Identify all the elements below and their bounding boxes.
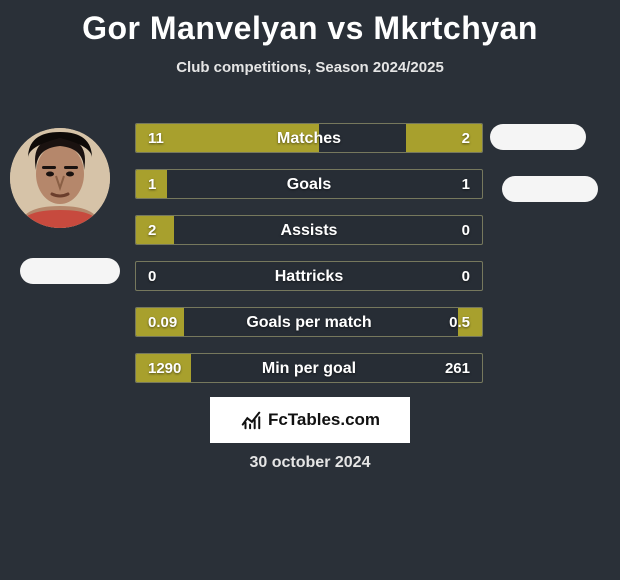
- date-label: 30 october 2024: [0, 454, 620, 472]
- stat-label: Goals: [136, 170, 482, 199]
- stat-label: Goals per match: [136, 308, 482, 337]
- subtitle: Club competitions, Season 2024/2025: [0, 59, 620, 76]
- stat-label: Assists: [136, 216, 482, 245]
- player-left-name-badge: [20, 258, 120, 284]
- fctables-logo[interactable]: FcTables.com: [210, 397, 410, 443]
- stat-right-value: 261: [445, 354, 470, 383]
- stats-table: 11Matches21Goals12Assists00Hattricks00.0…: [135, 123, 483, 399]
- stat-row: 0.09Goals per match0.5: [135, 307, 483, 337]
- stat-row: 1290Min per goal261: [135, 353, 483, 383]
- stat-right-value: 0: [462, 216, 470, 245]
- stat-right-value: 1: [462, 170, 470, 199]
- stat-label: Hattricks: [136, 262, 482, 291]
- stat-label: Matches: [136, 124, 482, 153]
- stat-row: 1Goals1: [135, 169, 483, 199]
- player-right-name-badge-1: [490, 124, 586, 150]
- player-left-avatar: [10, 128, 110, 228]
- stat-row: 11Matches2: [135, 123, 483, 153]
- stat-right-value: 2: [462, 124, 470, 153]
- stat-row: 0Hattricks0: [135, 261, 483, 291]
- stat-right-value: 0.5: [449, 308, 470, 337]
- stat-row: 2Assists0: [135, 215, 483, 245]
- player-right-name-badge-2: [502, 176, 598, 202]
- stat-right-value: 0: [462, 262, 470, 291]
- page-title: Gor Manvelyan vs Mkrtchyan: [0, 0, 620, 47]
- stat-label: Min per goal: [136, 354, 482, 383]
- logo-text: FcTables.com: [268, 410, 380, 430]
